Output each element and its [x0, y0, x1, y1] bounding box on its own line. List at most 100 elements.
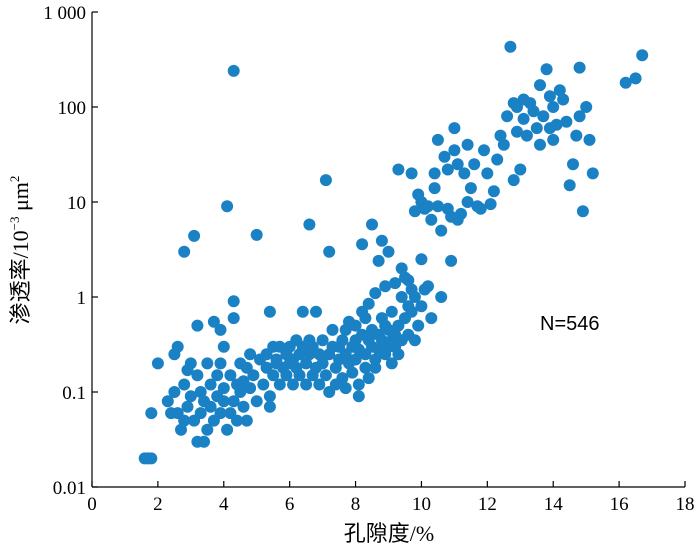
- data-point: [570, 129, 583, 142]
- data-point: [517, 112, 530, 125]
- data-point: [468, 158, 481, 171]
- data-point: [184, 357, 197, 370]
- data-point: [319, 369, 332, 382]
- data-point: [369, 353, 382, 366]
- data-point: [435, 224, 448, 237]
- data-point: [178, 414, 191, 427]
- data-point: [250, 395, 263, 408]
- data-point: [369, 287, 382, 300]
- data-point: [217, 395, 230, 408]
- data-point: [346, 366, 359, 379]
- data-point: [336, 334, 349, 347]
- data-point: [553, 84, 566, 97]
- y-tick-label: 1 000: [43, 3, 86, 24]
- y-tick-label: 100: [58, 98, 87, 119]
- data-point: [201, 357, 214, 370]
- sample-count-annotation: N=546: [540, 313, 600, 335]
- data-point: [319, 174, 332, 187]
- data-point: [560, 115, 573, 128]
- data-point: [619, 76, 632, 89]
- data-point: [250, 228, 263, 241]
- data-point: [227, 395, 240, 408]
- data-point: [300, 378, 313, 391]
- data-point: [514, 163, 527, 176]
- data-point: [580, 101, 593, 113]
- data-point: [474, 202, 487, 215]
- data-point: [385, 357, 398, 370]
- data-point: [382, 245, 395, 258]
- data-point: [293, 369, 306, 382]
- y-axis-title-main: 渗透率/10: [8, 230, 33, 324]
- data-point: [352, 378, 365, 391]
- data-point: [313, 348, 326, 361]
- data-point: [537, 110, 550, 123]
- x-axis-title: 孔隙度/%: [344, 521, 434, 546]
- data-point: [395, 291, 408, 303]
- data-point: [316, 357, 329, 370]
- data-point: [428, 182, 441, 195]
- data-point: [227, 312, 240, 325]
- data-point: [184, 390, 197, 403]
- data-point: [504, 40, 517, 53]
- data-point: [573, 61, 586, 74]
- data-point: [270, 353, 283, 366]
- data-point: [263, 305, 276, 318]
- data-point: [151, 357, 164, 370]
- data-point: [217, 340, 230, 353]
- data-point: [356, 238, 369, 251]
- data-point: [349, 319, 362, 332]
- x-tick-label: 4: [219, 494, 229, 515]
- data-point: [583, 133, 596, 146]
- data-point: [194, 386, 207, 398]
- x-axis-ticks: 0 2 4 6 8 10 12 14 16 18: [87, 481, 695, 515]
- data-point: [484, 198, 497, 211]
- data-point: [501, 110, 514, 123]
- data-point: [191, 319, 204, 332]
- data-point: [145, 452, 158, 465]
- data-point: [310, 305, 322, 318]
- data-point: [408, 205, 421, 218]
- data-point: [359, 361, 372, 374]
- data-point: [573, 110, 586, 123]
- data-point: [237, 400, 250, 413]
- data-point: [280, 369, 293, 382]
- data-point: [214, 407, 227, 420]
- data-point: [464, 182, 477, 195]
- data-point: [491, 153, 504, 166]
- y-axis-ticks: 0.01 0.1 1 10 100 1 000: [43, 3, 98, 499]
- data-point: [207, 315, 220, 328]
- data-point: [563, 179, 576, 192]
- y-axis-title-unit-exponent: 2: [7, 176, 22, 183]
- data-point: [557, 93, 570, 106]
- data-point: [372, 254, 385, 267]
- data-point: [178, 245, 191, 258]
- data-point: [181, 400, 194, 413]
- data-point: [425, 213, 438, 226]
- data-point: [412, 319, 425, 332]
- data-point: [326, 323, 339, 336]
- data-point: [431, 133, 444, 146]
- data-point: [487, 185, 500, 198]
- data-point: [550, 118, 563, 131]
- x-tick-label: 16: [610, 494, 629, 515]
- data-point: [352, 390, 365, 403]
- data-point: [385, 305, 398, 318]
- x-tick-label: 12: [478, 494, 497, 515]
- data-point: [445, 254, 458, 267]
- data-point: [428, 167, 441, 180]
- data-point: [211, 369, 224, 382]
- y-tick-label: 0.01: [53, 478, 86, 499]
- data-point: [511, 125, 523, 138]
- data-point: [527, 105, 540, 118]
- data-point: [392, 163, 405, 176]
- data-point: [234, 386, 247, 398]
- data-point: [214, 323, 227, 336]
- data-point: [448, 122, 461, 135]
- data-point: [520, 129, 533, 142]
- data-point: [300, 357, 313, 370]
- data-point: [178, 378, 191, 391]
- data-point: [214, 357, 227, 370]
- data-point: [217, 382, 230, 395]
- y-axis-title-unit: μm: [8, 182, 33, 216]
- data-point: [369, 361, 382, 374]
